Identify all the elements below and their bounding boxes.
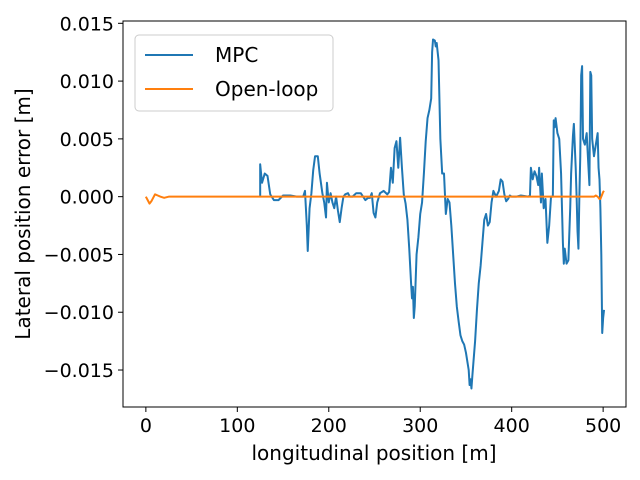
x-tick-label: 400: [494, 415, 530, 437]
x-tick-label: 200: [311, 415, 347, 437]
legend-label-open-loop: Open-loop: [215, 77, 318, 101]
x-axis-label: longitudinal position [m]: [252, 441, 497, 465]
y-tick-label: 0.005: [60, 129, 114, 151]
y-tick-label: 0.010: [60, 71, 114, 93]
x-tick-label: 100: [219, 415, 255, 437]
x-axis: 0 100 200 300 400 500: [140, 407, 621, 437]
legend-label-mpc: MPC: [215, 43, 258, 67]
x-tick-label: 0: [140, 415, 152, 437]
y-tick-label: −0.005: [44, 244, 114, 266]
plot-area: [144, 38, 606, 390]
y-tick-label: 0.015: [60, 13, 114, 35]
y-tick-label: −0.015: [44, 360, 114, 382]
legend: MPC Open-loop: [134, 34, 334, 112]
plot-frame: [122, 20, 627, 408]
series-line-open-loop: [144, 190, 605, 205]
y-tick-label: 0.000: [60, 187, 114, 209]
x-tick-label: 500: [585, 415, 621, 437]
y-tick-label: −0.010: [44, 302, 114, 324]
y-axis: −0.015 −0.010 −0.005 0.000 0.005 0.010 0.015: [44, 13, 123, 382]
series-layer: [144, 38, 606, 390]
series-line-mpc: [259, 38, 606, 390]
x-tick-label: 300: [402, 415, 438, 437]
y-axis-label: Lateral position error [m]: [11, 88, 35, 339]
